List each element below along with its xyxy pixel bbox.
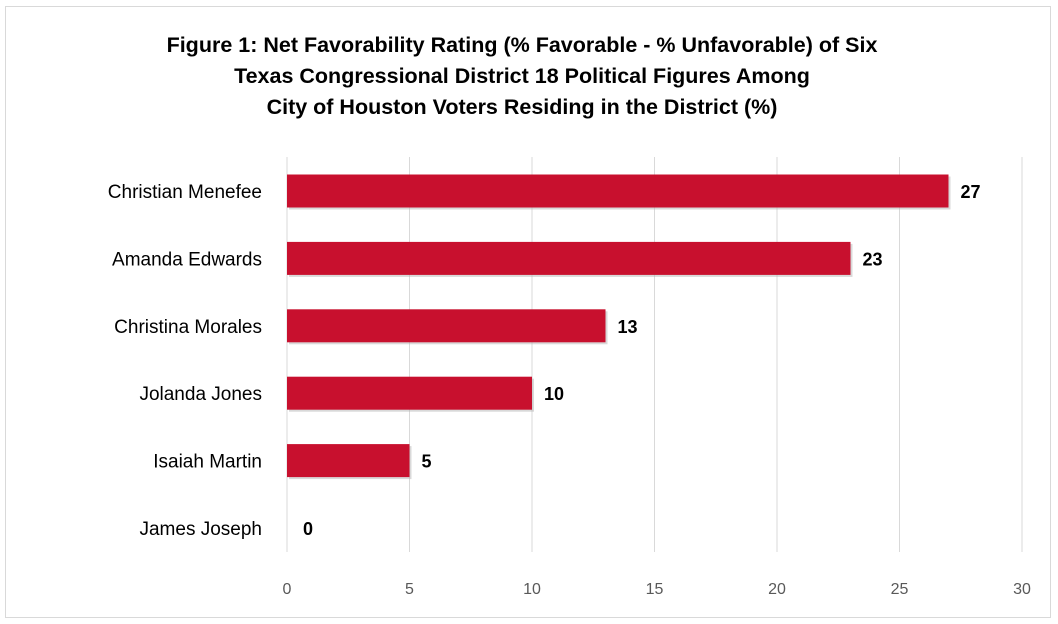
data-label: 5 xyxy=(422,452,432,472)
category-label: Amanda Edwards xyxy=(112,249,262,270)
x-tick-label: 0 xyxy=(283,581,292,598)
chart-title: Figure 1: Net Favorability Rating (% Fav… xyxy=(166,33,878,119)
data-label: 10 xyxy=(544,384,564,404)
x-tick-label: 30 xyxy=(1013,581,1031,598)
category-label: Christian Menefee xyxy=(108,182,262,203)
category-label: Isaiah Martin xyxy=(153,452,262,473)
data-label: 27 xyxy=(961,182,981,202)
category-label: Christina Morales xyxy=(114,317,262,338)
bar xyxy=(287,174,949,208)
x-tick-label: 5 xyxy=(405,581,414,598)
x-tick-label: 20 xyxy=(768,581,786,598)
bar xyxy=(287,376,532,410)
x-tick-label: 10 xyxy=(523,581,541,598)
bar xyxy=(287,241,851,275)
x-tick-label: 15 xyxy=(646,581,664,598)
data-label: 23 xyxy=(863,249,883,269)
data-label: 0 xyxy=(303,519,313,539)
bar xyxy=(287,309,606,343)
bar xyxy=(287,444,410,478)
data-label: 13 xyxy=(618,317,638,337)
x-tick-label: 25 xyxy=(891,581,909,598)
category-label: Jolanda Jones xyxy=(139,384,262,405)
category-label: James Joseph xyxy=(139,519,262,540)
